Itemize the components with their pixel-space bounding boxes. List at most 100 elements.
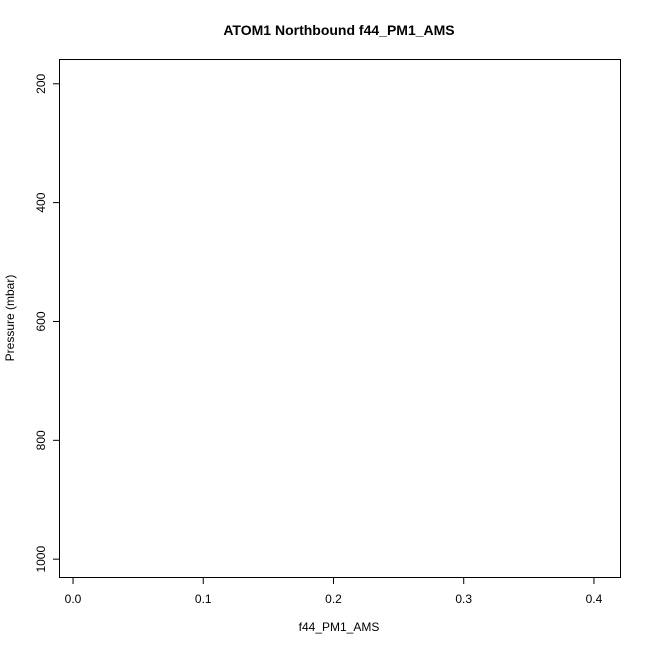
data-point <box>285 0 291 3</box>
data-point <box>313 0 319 3</box>
data-point <box>221 0 227 3</box>
y-tick-label: 400 <box>34 192 48 212</box>
data-point <box>256 0 262 3</box>
data-point <box>281 0 287 3</box>
data-point <box>283 0 289 3</box>
data-point <box>182 0 188 3</box>
data-point <box>343 0 349 3</box>
data-point <box>203 0 209 3</box>
data-point <box>200 0 206 3</box>
data-point <box>205 0 211 3</box>
data-point <box>304 0 310 3</box>
data-point <box>558 0 564 3</box>
data-point <box>544 0 550 3</box>
data-point <box>418 0 424 3</box>
data-point <box>246 0 252 3</box>
data-point <box>380 0 386 3</box>
data-point <box>415 0 421 3</box>
data-point <box>265 0 271 3</box>
data-point <box>251 0 257 3</box>
data-point <box>200 0 206 3</box>
data-point <box>195 0 201 3</box>
data-point <box>414 0 420 3</box>
data-point <box>311 0 317 3</box>
data-point <box>310 0 316 3</box>
data-point <box>298 0 304 3</box>
data-point <box>336 0 342 3</box>
data-point <box>399 0 405 3</box>
data-point <box>343 0 349 3</box>
x-axis: 0.0 0.1 0.2 0.3 0.4 <box>65 577 603 606</box>
data-point <box>289 0 295 3</box>
chart-title: ATOM1 Northbound f44_PM1_AMS <box>223 22 454 38</box>
data-point <box>257 0 263 3</box>
data-point <box>366 0 372 3</box>
data-point <box>260 0 266 3</box>
data-point <box>368 0 374 3</box>
x-axis-label: f44_PM1_AMS <box>299 620 380 634</box>
data-point <box>406 0 412 3</box>
data-point <box>481 0 487 3</box>
data-point <box>412 0 418 3</box>
x-tick-label: 0.0 <box>65 592 82 606</box>
data-point <box>317 0 323 3</box>
x-tick-label: 0.1 <box>195 592 212 606</box>
data-point <box>306 0 312 3</box>
data-point <box>295 0 301 3</box>
data-point <box>307 0 313 3</box>
data-point <box>406 0 412 3</box>
data-point <box>243 0 249 3</box>
data-point <box>359 0 365 3</box>
plot-frame <box>59 59 621 578</box>
data-point <box>349 0 355 3</box>
data-point <box>237 0 243 3</box>
data-point <box>274 0 280 3</box>
data-point <box>395 0 401 3</box>
data-point <box>377 0 383 3</box>
data-point <box>293 0 299 3</box>
data-point <box>263 0 269 3</box>
data-point <box>519 0 525 3</box>
data-point <box>398 0 404 3</box>
data-point <box>255 0 261 3</box>
data-point <box>282 0 288 3</box>
data-point <box>351 0 357 3</box>
data-point <box>212 0 218 3</box>
data-point <box>304 0 310 3</box>
data-point <box>419 0 425 3</box>
data-point <box>300 0 306 3</box>
data-point <box>272 0 278 3</box>
y-tick-label: 200 <box>34 73 48 93</box>
data-point <box>248 0 254 3</box>
data-point <box>281 0 287 3</box>
data-point <box>259 0 265 3</box>
data-point <box>276 0 282 3</box>
y-tick-label: 600 <box>34 311 48 331</box>
data-point <box>265 0 271 3</box>
data-point <box>552 0 558 3</box>
data-point <box>401 0 407 3</box>
data-point <box>341 0 347 3</box>
y-tick-label: 800 <box>34 430 48 450</box>
data-point <box>513 0 519 3</box>
data-point <box>200 0 206 3</box>
plot-area <box>147 0 604 3</box>
data-point <box>221 0 227 3</box>
data-point <box>597 0 603 3</box>
data-point <box>308 0 314 3</box>
data-point <box>385 0 391 3</box>
data-point <box>226 0 232 3</box>
data-point <box>586 0 592 3</box>
data-point <box>351 0 357 3</box>
data-point <box>226 0 232 3</box>
data-point <box>239 0 245 3</box>
data-point <box>242 0 248 3</box>
data-point <box>323 0 329 3</box>
data-point <box>147 0 153 3</box>
data-point <box>360 0 366 3</box>
data-point <box>523 0 529 3</box>
y-axis: 200 400 600 800 1000 <box>34 73 60 573</box>
x-tick-label: 0.3 <box>455 592 472 606</box>
data-point <box>211 0 217 3</box>
